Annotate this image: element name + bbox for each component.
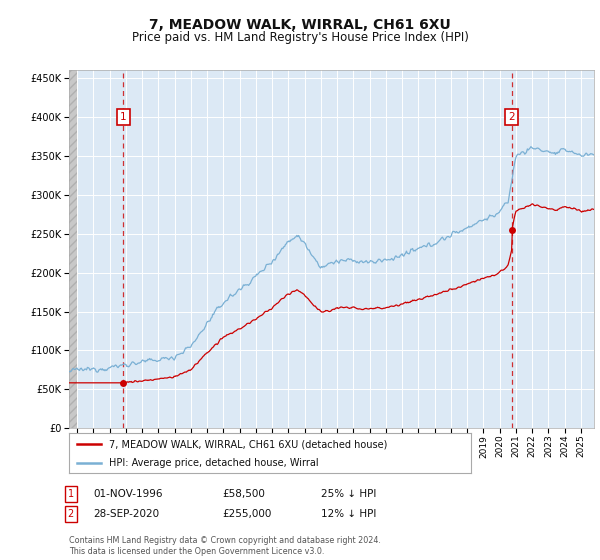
Text: £255,000: £255,000 [222,509,271,519]
Text: Contains HM Land Registry data © Crown copyright and database right 2024.
This d: Contains HM Land Registry data © Crown c… [69,536,381,556]
Text: 01-NOV-1996: 01-NOV-1996 [93,489,163,499]
Text: HPI: Average price, detached house, Wirral: HPI: Average price, detached house, Wirr… [109,458,319,468]
Text: 7, MEADOW WALK, WIRRAL, CH61 6XU: 7, MEADOW WALK, WIRRAL, CH61 6XU [149,18,451,32]
Text: 12% ↓ HPI: 12% ↓ HPI [321,509,376,519]
Text: 1: 1 [68,489,74,499]
Text: 25% ↓ HPI: 25% ↓ HPI [321,489,376,499]
Text: 28-SEP-2020: 28-SEP-2020 [93,509,159,519]
Text: 1: 1 [120,112,127,122]
Text: £58,500: £58,500 [222,489,265,499]
Text: Price paid vs. HM Land Registry's House Price Index (HPI): Price paid vs. HM Land Registry's House … [131,31,469,44]
Text: 2: 2 [509,112,515,122]
Text: 7, MEADOW WALK, WIRRAL, CH61 6XU (detached house): 7, MEADOW WALK, WIRRAL, CH61 6XU (detach… [109,439,388,449]
Text: 2: 2 [68,509,74,519]
Bar [69,70,77,428]
